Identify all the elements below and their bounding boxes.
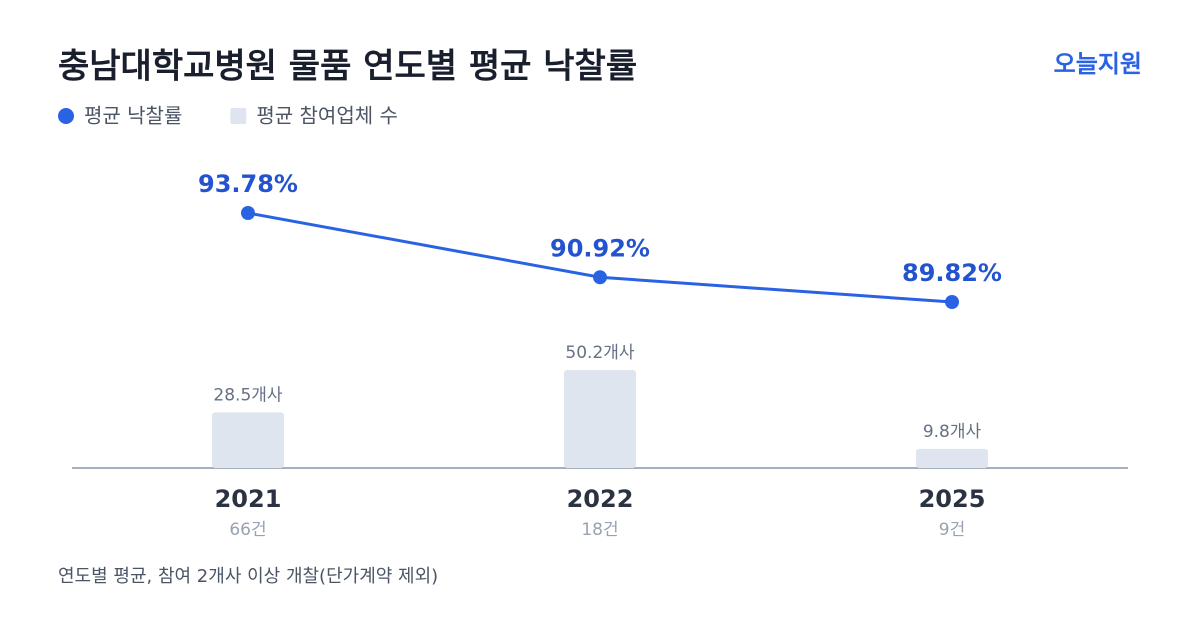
data-label: 9.8개사 xyxy=(923,422,982,442)
legend-marker xyxy=(230,108,247,124)
bar xyxy=(564,370,636,468)
legend-label: 평균 낙찰률 xyxy=(84,104,182,128)
point xyxy=(593,270,607,285)
data-label: 50.2개사 xyxy=(565,343,634,363)
data-label: 89.82% xyxy=(902,259,1002,287)
legend-marker xyxy=(58,108,74,124)
x-tick-label: 2025 xyxy=(919,485,986,513)
data-label: 93.78% xyxy=(198,170,298,198)
x-sublabel: 9건 xyxy=(939,520,965,540)
bar xyxy=(916,448,988,468)
footnote: 연도별 평균, 참여 2개사 이상 개찰(단가계약 제외) xyxy=(58,566,438,587)
chart-title: 충남대학교병원 물품 연도별 평균 낙찰률 xyxy=(58,47,637,87)
x-tick-label: 2021 xyxy=(215,485,282,513)
legend-label: 평균 참여업체 수 xyxy=(256,104,398,128)
bar xyxy=(212,412,284,468)
brand: 오늘지원 xyxy=(1054,50,1142,78)
x-tick-label: 2022 xyxy=(567,485,634,513)
x-sublabel: 66건 xyxy=(229,520,266,540)
data-label: 90.92% xyxy=(550,234,650,262)
data-label: 28.5개사 xyxy=(213,385,282,405)
x-sublabel: 18건 xyxy=(581,520,618,540)
point xyxy=(945,295,959,309)
point xyxy=(241,206,255,220)
